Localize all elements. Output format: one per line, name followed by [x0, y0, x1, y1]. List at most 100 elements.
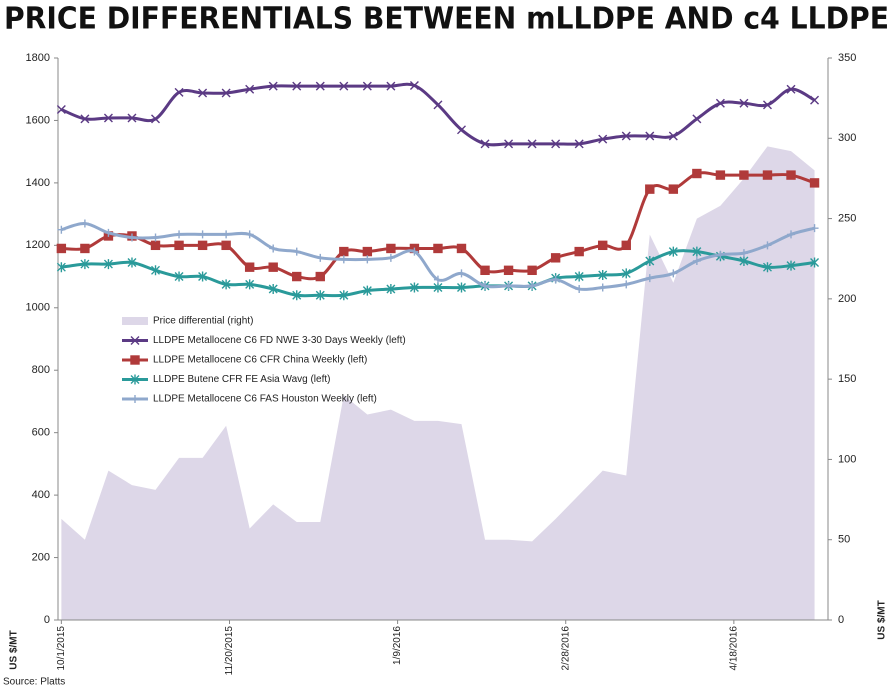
- marker: [716, 250, 725, 259]
- marker: [103, 113, 113, 123]
- y-tick-label: 600: [32, 427, 50, 439]
- marker: [786, 170, 796, 180]
- marker: [127, 233, 136, 242]
- marker: [692, 246, 702, 257]
- y2-tick-label: 250: [838, 212, 856, 224]
- x-tick-label: 10/1/2015: [56, 626, 67, 671]
- marker: [457, 269, 466, 278]
- marker: [198, 230, 207, 239]
- marker: [221, 279, 231, 290]
- marker: [598, 134, 608, 144]
- x-tick-label: 11/20/2015: [224, 626, 235, 676]
- marker: [244, 262, 255, 272]
- y-tick-label: 800: [32, 364, 50, 376]
- marker: [645, 274, 654, 283]
- marker: [551, 275, 560, 284]
- marker: [174, 271, 184, 282]
- marker: [363, 255, 372, 264]
- marker: [433, 282, 443, 293]
- marker: [339, 255, 348, 264]
- chart-title: PRICE DIFFERENTIALS BETWEEN mLLDPE AND c…: [4, 2, 889, 37]
- marker: [504, 281, 513, 290]
- marker: [810, 224, 819, 233]
- marker: [292, 81, 302, 91]
- marker: [786, 84, 796, 94]
- source: Source: Platts: [3, 677, 65, 688]
- marker: [316, 253, 325, 262]
- marker: [221, 88, 231, 98]
- y-tick-label: 0: [44, 614, 50, 626]
- marker: [175, 230, 184, 239]
- marker: [809, 178, 820, 188]
- x-tick-label: 1/9/2016: [392, 626, 403, 665]
- y2-tick-label: 350: [838, 52, 856, 64]
- marker: [315, 290, 325, 301]
- marker: [362, 246, 373, 257]
- marker: [621, 268, 631, 279]
- marker: [57, 225, 66, 234]
- marker: [456, 282, 466, 293]
- marker: [292, 271, 302, 282]
- marker: [598, 283, 607, 292]
- marker: [762, 100, 772, 110]
- marker: [621, 131, 631, 141]
- y-tick-label: 200: [32, 551, 50, 563]
- y-tick-label: 1200: [26, 239, 50, 251]
- y-tick-label: 1800: [26, 52, 50, 64]
- y2-tick-label: 200: [838, 293, 856, 305]
- marker: [339, 290, 349, 301]
- marker: [151, 114, 161, 124]
- marker: [503, 265, 514, 276]
- marker: [315, 81, 325, 91]
- marker: [268, 284, 278, 295]
- marker: [480, 139, 490, 149]
- marker: [386, 243, 396, 254]
- marker: [645, 184, 655, 194]
- marker: [339, 246, 349, 257]
- marker: [574, 246, 584, 257]
- marker: [762, 262, 772, 273]
- marker: [131, 395, 139, 403]
- marker: [715, 170, 726, 180]
- line: [60, 82, 816, 147]
- marker: [198, 88, 208, 98]
- marker: [668, 184, 679, 194]
- marker: [127, 257, 137, 268]
- marker: [715, 98, 725, 108]
- marker: [339, 81, 349, 91]
- marker: [245, 230, 254, 239]
- marker: [103, 259, 113, 270]
- marker: [551, 139, 561, 149]
- marker: [669, 269, 678, 278]
- legend-label: LLDPE Butene CFR FE Asia Wavg (left): [153, 374, 330, 385]
- marker: [150, 240, 161, 251]
- x-tick-label: 4/18/2016: [728, 626, 739, 671]
- legend-label: Price differential (right): [153, 316, 253, 327]
- marker: [56, 105, 66, 115]
- marker: [174, 240, 184, 251]
- legend-label: LLDPE Metallocene C6 CFR China Weekly (l…: [153, 355, 367, 366]
- marker: [245, 279, 255, 290]
- marker: [268, 81, 278, 91]
- marker: [739, 170, 749, 180]
- marker: [104, 228, 113, 237]
- y-tick-label: 1600: [26, 114, 50, 126]
- marker: [739, 249, 748, 258]
- legend-label: LLDPE Metallocene C6 FAS Houston Weekly …: [153, 394, 377, 405]
- marker: [786, 260, 796, 271]
- marker: [481, 281, 490, 290]
- marker: [151, 265, 161, 276]
- marker: [197, 240, 208, 251]
- y-axis-label: US $/MT: [9, 630, 20, 669]
- marker: [386, 253, 395, 262]
- marker: [409, 282, 419, 293]
- marker: [80, 259, 90, 270]
- marker: [598, 240, 608, 251]
- marker: [692, 256, 701, 265]
- y2-tick-label: 150: [838, 373, 856, 385]
- marker: [456, 125, 466, 135]
- marker: [527, 265, 537, 276]
- marker: [56, 262, 66, 273]
- marker: [269, 244, 278, 253]
